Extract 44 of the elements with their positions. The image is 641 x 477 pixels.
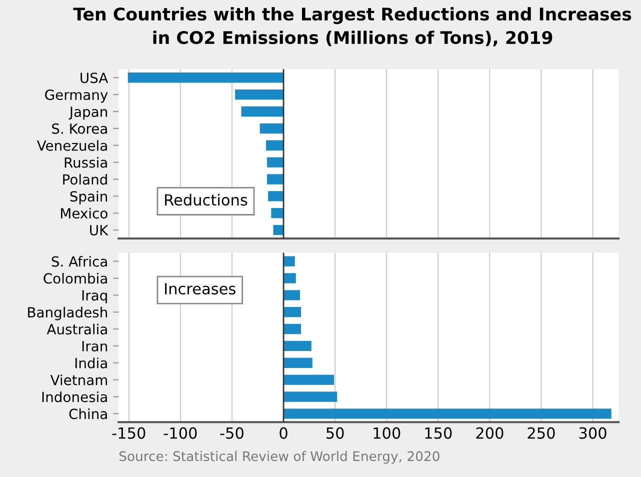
y-tick-label: USA [80,72,108,84]
y-tick-label: Japan [68,106,107,120]
y-tick-label: Australia [46,324,107,334]
y-tick-label: Poland [63,174,107,185]
chart-title: Ten Countries with the Largest Reductions and Increases in CO2 Emissions (Millions of Tons), 2019 [73,7,632,46]
y-tick-label: India [75,358,107,368]
y-tick-label: Venezuela [36,140,107,151]
x-tick-label: -100 [164,427,197,439]
y-tick-label: S. Korea [52,123,107,134]
y-tick-label: Germany [45,90,108,103]
x-tick-label: 100 [374,427,400,439]
bar [284,290,300,300]
y-tick-label: Spain [70,190,107,204]
bar [284,392,338,402]
annotation: Increases [165,283,236,294]
y-tick-label: Bangladesh [28,306,107,320]
x-tick-label: 250 [528,427,555,439]
bar [284,408,612,419]
bar [284,306,302,318]
x-tick-label: 150 [425,427,452,439]
x-tick-label: 200 [476,427,504,439]
bar [284,273,296,284]
source-note: Source: Statistical Review of World Energy, 2020 [119,450,440,464]
x-tick-label: 300 [579,427,606,439]
y-tick-label: UK [90,225,108,236]
x-tick-label: 50 [326,427,344,439]
y-tick-label: Iraq [82,290,107,304]
bar [284,256,295,266]
y-tick-label: Iran [82,341,107,352]
y-tick-label: S. Africa [52,256,107,267]
bar [284,358,312,368]
y-tick-label: Russia [64,157,107,168]
bar [284,324,302,334]
bar [284,374,334,385]
annotation: Reductions [165,194,248,206]
x-tick-label: 0 [280,427,288,439]
bar [284,340,312,352]
x-tick-label: -150 [112,427,146,439]
y-tick-label: Colombia [44,272,107,284]
y-tick-label: Mexico [61,208,108,219]
y-tick-label: Vietnam [50,374,107,386]
y-tick-label: Indonesia [42,391,107,402]
y-tick-label: China [69,408,107,420]
x-tick-label: -50 [220,427,244,439]
